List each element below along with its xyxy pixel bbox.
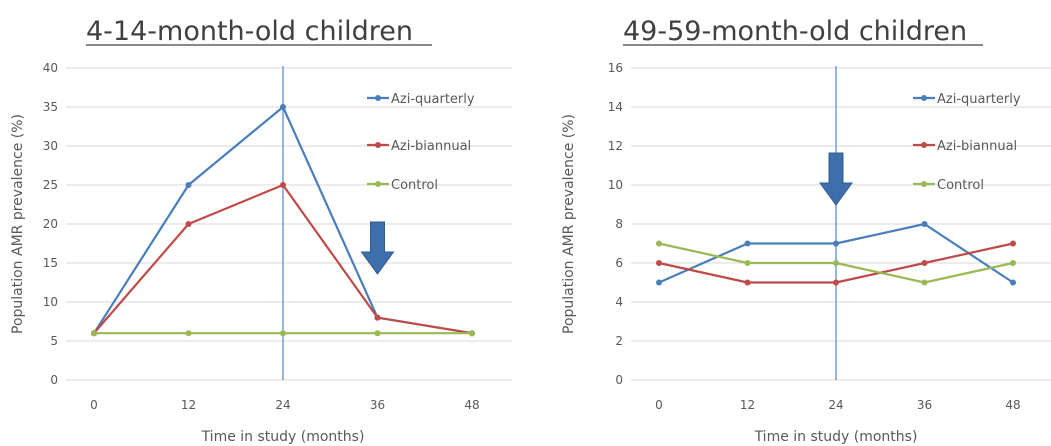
data-point-azi-biannual <box>921 260 928 266</box>
y-tick-label: 10 <box>43 295 58 309</box>
data-point-control <box>833 260 839 266</box>
data-point-azi-biannual <box>656 260 662 266</box>
y-tick-label: 15 <box>43 256 58 270</box>
legend-label: Azi-biannual <box>937 139 1017 154</box>
data-point-azi-quarterly <box>656 279 662 286</box>
x-tick-label: 48 <box>464 398 479 412</box>
down-arrow-icon <box>360 221 395 275</box>
chart-panel-left: 4-14-month-old children 0 5 10 15 20 25 30 35 40 0… <box>0 0 525 446</box>
y-tick-label: 40 <box>43 61 58 75</box>
legend-marker <box>921 181 927 187</box>
data-point-azi-biannual <box>744 279 751 286</box>
y-tick-label: 30 <box>43 139 58 153</box>
legend-label: Control <box>391 178 438 193</box>
down-arrow-icon <box>819 152 853 206</box>
y-axis-title: Population AMR prevalence (%) <box>10 114 26 334</box>
legend-label: Control <box>937 178 984 193</box>
y-tick-label: 0 <box>50 373 58 387</box>
y-tick-label: 8 <box>615 217 623 231</box>
data-point-azi-biannual <box>374 314 381 321</box>
data-point-control <box>744 260 751 266</box>
legend-marker <box>921 142 927 148</box>
legend-label: Azi-biannual <box>391 139 471 154</box>
y-tick-label: 10 <box>608 178 623 192</box>
data-point-azi-quarterly <box>280 104 286 110</box>
chart-panel-right: 49-59-month-old children 0 2 4 6 8 10 12 14 16 0 12… <box>525 0 1051 446</box>
x-axis-title: Time in study (months) <box>201 429 365 445</box>
y-tick-label: 2 <box>615 334 623 348</box>
data-point-control <box>91 330 97 337</box>
data-point-control <box>185 330 192 337</box>
chart-svg-left: 4-14-month-old children 0 5 10 15 20 25 30 35 40 0… <box>10 16 512 445</box>
y-tick-label: 6 <box>615 256 623 270</box>
x-tick-label: 0 <box>90 398 98 412</box>
x-tick-label: 48 <box>1005 398 1020 412</box>
x-tick-label: 36 <box>917 398 932 412</box>
data-point-control <box>280 330 286 337</box>
x-tick-label: 12 <box>181 398 196 412</box>
legend-marker <box>375 95 381 101</box>
data-point-control <box>469 330 475 337</box>
data-point-azi-quarterly <box>744 240 751 247</box>
y-tick-label: 25 <box>43 178 58 192</box>
legend-label: Azi-quarterly <box>937 92 1021 107</box>
data-point-azi-biannual <box>280 182 286 188</box>
x-tick-label: 24 <box>828 398 843 412</box>
y-axis-title: Population AMR prevalence (%) <box>561 114 577 334</box>
data-point-azi-quarterly <box>921 221 928 227</box>
data-point-control <box>656 240 662 247</box>
data-point-control <box>1010 260 1016 266</box>
y-tick-label: 20 <box>43 217 58 231</box>
x-tick-label: 36 <box>370 398 385 412</box>
legend-marker <box>375 142 381 148</box>
x-tick-label: 24 <box>275 398 290 412</box>
data-point-control <box>921 279 928 286</box>
data-point-azi-biannual <box>833 279 839 286</box>
data-point-control <box>374 330 381 337</box>
y-tick-label: 35 <box>43 100 58 114</box>
legend-marker <box>375 181 381 187</box>
y-tick-label: 14 <box>608 100 623 114</box>
chart-title: 4-14-month-old children <box>86 16 413 47</box>
data-point-azi-quarterly <box>833 240 839 247</box>
legend-label: Azi-quarterly <box>391 92 475 107</box>
data-point-azi-quarterly <box>1010 279 1016 286</box>
y-tick-label: 12 <box>608 139 623 153</box>
x-tick-label: 12 <box>740 398 755 412</box>
data-point-azi-quarterly <box>185 182 192 188</box>
data-point-azi-biannual <box>185 221 192 227</box>
legend-marker <box>921 95 927 101</box>
y-tick-label: 16 <box>608 61 623 75</box>
y-tick-label: 4 <box>615 295 623 309</box>
x-axis-title: Time in study (months) <box>754 429 918 445</box>
data-point-azi-biannual <box>1010 240 1016 247</box>
y-tick-label: 0 <box>615 373 623 387</box>
y-tick-label: 5 <box>50 334 58 348</box>
x-tick-label: 0 <box>655 398 663 412</box>
chart-title: 49-59-month-old children <box>623 16 967 47</box>
